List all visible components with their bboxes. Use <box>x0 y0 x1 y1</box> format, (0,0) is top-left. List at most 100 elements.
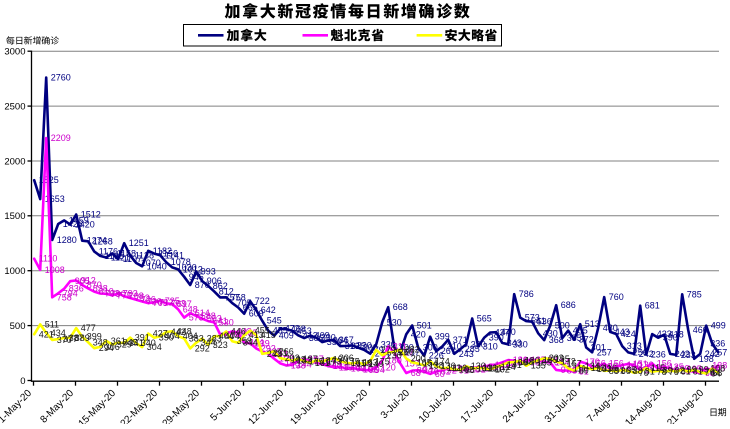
svg-text:448: 448 <box>237 326 252 336</box>
svg-text:163: 163 <box>363 358 378 368</box>
svg-text:330: 330 <box>381 339 396 349</box>
svg-text:134: 134 <box>585 361 600 371</box>
svg-text:434: 434 <box>51 328 66 338</box>
svg-text:573: 573 <box>189 313 204 323</box>
svg-text:2500: 2500 <box>4 102 25 113</box>
svg-text:243: 243 <box>267 349 282 359</box>
svg-text:86: 86 <box>621 366 631 376</box>
svg-text:135: 135 <box>531 361 546 371</box>
svg-text:111: 111 <box>489 363 503 373</box>
svg-text:257: 257 <box>399 347 414 357</box>
svg-text:68: 68 <box>411 368 421 378</box>
svg-text:130: 130 <box>441 361 456 371</box>
svg-text:104: 104 <box>663 364 678 374</box>
svg-text:614: 614 <box>195 308 210 318</box>
svg-text:686: 686 <box>561 300 576 310</box>
svg-text:310: 310 <box>447 342 462 352</box>
svg-text:92: 92 <box>675 365 685 375</box>
svg-text:156: 156 <box>657 358 672 368</box>
svg-text:193: 193 <box>291 354 306 364</box>
svg-text:175: 175 <box>309 356 324 366</box>
svg-text:385: 385 <box>567 333 582 343</box>
svg-text:703: 703 <box>171 298 186 308</box>
svg-text:1000: 1000 <box>4 266 25 277</box>
svg-text:912: 912 <box>81 275 96 285</box>
svg-text:95: 95 <box>627 365 637 375</box>
svg-text:390: 390 <box>489 333 504 343</box>
svg-text:165: 165 <box>537 357 552 367</box>
svg-text:421: 421 <box>39 329 54 339</box>
svg-text:573: 573 <box>525 313 540 323</box>
svg-text:197: 197 <box>303 354 318 364</box>
svg-text:109: 109 <box>453 364 468 374</box>
svg-text:141: 141 <box>507 360 522 370</box>
svg-text:102: 102 <box>459 364 474 374</box>
svg-text:563: 563 <box>207 314 222 324</box>
svg-text:92: 92 <box>447 365 457 375</box>
svg-text:565: 565 <box>477 314 492 324</box>
svg-text:391: 391 <box>135 333 150 343</box>
svg-text:705: 705 <box>237 298 252 308</box>
svg-text:480: 480 <box>603 323 618 333</box>
svg-text:330: 330 <box>471 339 486 349</box>
svg-text:1274: 1274 <box>87 236 107 246</box>
svg-text:161: 161 <box>315 358 330 368</box>
svg-text:1268: 1268 <box>93 236 113 246</box>
svg-text:300: 300 <box>399 343 414 353</box>
svg-text:1135: 1135 <box>105 251 124 261</box>
svg-text:413: 413 <box>249 330 264 340</box>
svg-text:97: 97 <box>561 365 571 375</box>
svg-text:172: 172 <box>561 357 576 367</box>
svg-text:1512: 1512 <box>81 210 101 220</box>
svg-text:112: 112 <box>447 363 461 373</box>
svg-text:267: 267 <box>441 346 456 356</box>
svg-text:156: 156 <box>285 358 300 368</box>
svg-text:128: 128 <box>603 361 618 371</box>
svg-text:175: 175 <box>345 356 360 366</box>
svg-text:993: 993 <box>201 267 216 277</box>
svg-text:64: 64 <box>711 369 721 379</box>
svg-text:180: 180 <box>387 356 402 366</box>
svg-text:266: 266 <box>279 346 294 356</box>
svg-text:477: 477 <box>81 323 96 333</box>
svg-text:96: 96 <box>369 365 379 375</box>
svg-text:138: 138 <box>291 360 306 370</box>
svg-text:116: 116 <box>603 363 617 373</box>
svg-text:260: 260 <box>399 347 414 357</box>
svg-text:725: 725 <box>165 296 180 306</box>
svg-text:371: 371 <box>453 335 468 345</box>
svg-text:156: 156 <box>609 358 624 368</box>
svg-text:320: 320 <box>357 340 372 350</box>
svg-text:361: 361 <box>111 336 126 346</box>
svg-text:705: 705 <box>153 298 168 308</box>
svg-text:81: 81 <box>579 367 589 377</box>
svg-text:89: 89 <box>663 366 673 376</box>
svg-text:541: 541 <box>531 316 546 326</box>
svg-text:336: 336 <box>710 339 725 349</box>
svg-text:183: 183 <box>537 355 552 365</box>
svg-text:453: 453 <box>297 326 312 336</box>
svg-text:697: 697 <box>177 299 192 309</box>
svg-text:1121: 1121 <box>111 253 130 263</box>
svg-text:102: 102 <box>363 364 378 374</box>
svg-text:146: 146 <box>501 360 516 370</box>
svg-text:712: 712 <box>159 297 174 307</box>
svg-text:862: 862 <box>213 281 228 291</box>
svg-text:345: 345 <box>123 338 138 348</box>
svg-text:426: 426 <box>231 329 246 339</box>
svg-text:174: 174 <box>435 356 450 366</box>
svg-text:242: 242 <box>705 349 720 359</box>
svg-text:300: 300 <box>363 343 378 353</box>
svg-text:329: 329 <box>117 339 132 349</box>
svg-text:88: 88 <box>609 366 619 376</box>
svg-text:350: 350 <box>327 337 342 347</box>
svg-text:1459: 1459 <box>69 215 89 225</box>
svg-text:91: 91 <box>459 366 469 376</box>
svg-text:348: 348 <box>93 337 108 347</box>
svg-text:233: 233 <box>681 350 696 360</box>
svg-text:387: 387 <box>69 333 84 343</box>
svg-text:79: 79 <box>429 367 439 377</box>
svg-text:195: 195 <box>555 354 570 364</box>
svg-text:752: 752 <box>135 293 150 303</box>
svg-text:810: 810 <box>99 287 114 297</box>
